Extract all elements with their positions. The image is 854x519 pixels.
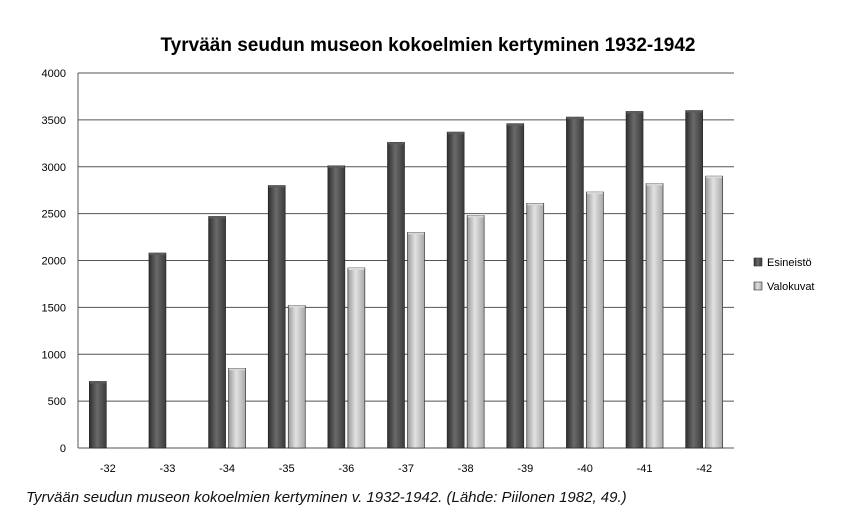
legend-label: Valokuvat — [767, 281, 815, 293]
bar-esineisto — [506, 123, 525, 449]
bar-esineisto — [89, 381, 107, 449]
legend: Esineistö Valokuvat — [753, 257, 815, 293]
bar-cap — [288, 305, 305, 308]
bar-cap — [149, 253, 166, 255]
bar-cap — [229, 368, 246, 371]
bar-valokuvat — [705, 175, 723, 449]
x-tick-label: -37 — [398, 463, 414, 475]
bar-cap — [706, 176, 723, 179]
x-tick-label: -32 — [100, 463, 116, 475]
x-axis-ticks: -32 -33 -34 -35 -36 -37 -38 -39 -40 -41 -42 — [100, 463, 712, 475]
x-tick-label: -41 — [637, 463, 653, 475]
bar-cap — [467, 215, 484, 218]
bar-cap — [566, 117, 583, 120]
bars — [89, 110, 723, 449]
bar-valokuvat — [586, 191, 604, 449]
y-tick-label: 4000 — [42, 68, 66, 80]
bar-cap — [686, 110, 703, 113]
bar-valokuvat — [287, 305, 306, 449]
bar-cap — [626, 111, 643, 114]
bar-valokuvat — [526, 203, 545, 449]
bar-cap — [328, 165, 345, 168]
legend-label: Esineistö — [767, 257, 812, 269]
bar-cap — [447, 132, 464, 135]
x-tick-label: -33 — [160, 463, 176, 475]
x-tick-label: -38 — [458, 463, 474, 475]
bar-esineisto — [208, 216, 226, 449]
y-tick-label: 2500 — [42, 209, 66, 221]
y-axis-ticks: 0 500 1000 1500 2000 2500 3000 3500 4000 — [42, 68, 66, 455]
bar-valokuvat — [466, 215, 485, 449]
bar-cap — [408, 232, 424, 235]
x-tick-label: -35 — [279, 463, 295, 475]
y-tick-label: 2000 — [42, 256, 66, 268]
bar-cap — [388, 142, 404, 145]
bar-cap — [527, 203, 544, 206]
x-tick-label: -34 — [219, 463, 235, 475]
bar-valokuvat — [407, 232, 425, 449]
y-tick-label: 500 — [48, 396, 66, 408]
gridlines — [77, 72, 734, 449]
bar-chart: Tyrvään seudun museon kokoelmien kertymi… — [42, 35, 815, 475]
bar-valokuvat — [228, 368, 246, 449]
figure-caption: Tyrvään seudun museon kokoelmien kertymi… — [26, 489, 627, 506]
bar-esineisto — [267, 185, 286, 449]
bar-cap — [507, 123, 524, 126]
chart-title: Tyrvään seudun museon kokoelmien kertymi… — [160, 35, 695, 56]
x-tick-label: -36 — [338, 463, 354, 475]
x-tick-label: -42 — [696, 463, 712, 475]
x-tick-label: -39 — [517, 463, 533, 475]
bar-valokuvat — [347, 267, 366, 449]
y-tick-label: 1000 — [42, 349, 66, 361]
x-tick-label: -40 — [577, 463, 593, 475]
bar-esineisto — [446, 131, 465, 449]
bar-cap — [89, 381, 106, 384]
y-tick-label: 3500 — [42, 115, 66, 127]
bar-esineisto — [625, 111, 644, 449]
bar-cap — [586, 192, 603, 195]
y-tick-label: 3000 — [42, 162, 66, 174]
bar-esineisto — [685, 110, 703, 449]
bar-esineisto — [327, 165, 346, 449]
bar-cap — [348, 268, 365, 270]
bar-cap — [646, 183, 663, 186]
legend-swatch — [753, 257, 763, 267]
legend-swatch — [753, 281, 763, 291]
y-tick-label: 1500 — [42, 302, 66, 314]
bar-esineisto — [566, 116, 584, 449]
bar-cap — [209, 216, 226, 219]
y-tick-label: 0 — [60, 443, 66, 455]
bar-esineisto — [387, 142, 405, 449]
bar-cap — [268, 185, 285, 188]
bar-esineisto — [148, 252, 167, 449]
bar-valokuvat — [645, 183, 664, 449]
